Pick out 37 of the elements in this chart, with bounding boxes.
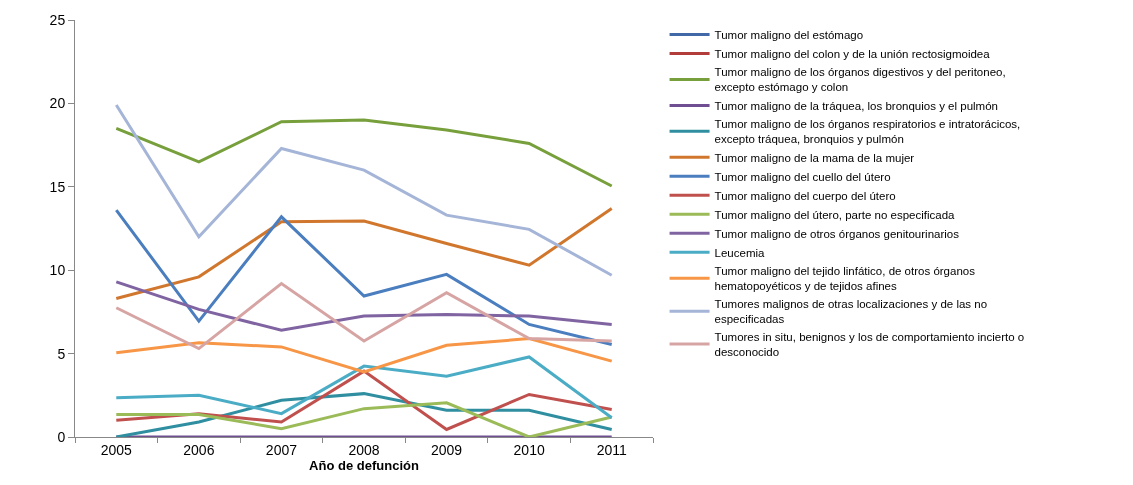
- x-tick-label: 2006: [183, 441, 215, 458]
- legend-label: Tumor maligno del colon y de la unión rectosigmoidea: [714, 47, 991, 60]
- y-tick-label: 20: [49, 95, 66, 112]
- legend-label: Tumor maligno de otros órganos genitourinarios: [714, 227, 960, 240]
- x-tick-label: 2010: [513, 441, 545, 458]
- line-series: [114, 337, 614, 374]
- legend-label: Tumor maligno de los órganos digestivos y del peritoneo, excepto estómago y colon: [714, 66, 1006, 94]
- line-series: [114, 206, 614, 301]
- y-tick-label: 25: [49, 11, 66, 28]
- line-series: [114, 118, 614, 188]
- legend-label: Tumores in situ, benignos y los de comportamiento incierto o desconocido: [714, 331, 1025, 359]
- line-series: [114, 103, 614, 277]
- legend-label: Tumor maligno del tejido linfático, de otros órganos hematopoyéticos y de tejidos afines: [714, 265, 976, 293]
- legend-label: Tumor maligno del útero, parte no especificada: [714, 208, 956, 221]
- y-tick-label: 0: [57, 428, 66, 445]
- x-axis-title: Año de defunción: [309, 458, 419, 474]
- line-series: [114, 282, 614, 351]
- legend-label: Tumor maligno del cuerpo del útero: [714, 189, 896, 202]
- legend-label: Tumor maligno del cuello del útero: [714, 170, 891, 183]
- y-tick-label: 10: [49, 262, 66, 279]
- legend-label: Tumor maligno de la mama de la mujer: [714, 151, 915, 164]
- legend-label: Tumor maligno de los órganos respiratorios e intratorácicos, excepto tráquea, bronquios y pulmón: [714, 118, 1021, 146]
- x-tick-label: 2009: [430, 441, 463, 458]
- legend-label: Tumores malignos de otras localizaciones y de las no especificadas: [714, 298, 988, 326]
- legend-label: Leucemia: [714, 246, 766, 259]
- x-tick-label: 2008: [348, 441, 380, 458]
- line-series: [114, 208, 614, 346]
- line-series: [114, 280, 614, 332]
- y-tick-label: 15: [49, 178, 66, 195]
- legend-label: Tumor maligno de la tráquea, los bronquios y el pulmón: [714, 99, 998, 112]
- y-tick-label: 5: [57, 345, 66, 362]
- x-tick-label: 2011: [596, 441, 627, 458]
- line-series: [114, 355, 614, 420]
- line-series: [114, 401, 614, 437]
- x-tick-label: 2005: [100, 441, 133, 458]
- legend-label: Tumor maligno del estómago: [714, 28, 864, 41]
- x-tick-label: 2007: [265, 441, 298, 458]
